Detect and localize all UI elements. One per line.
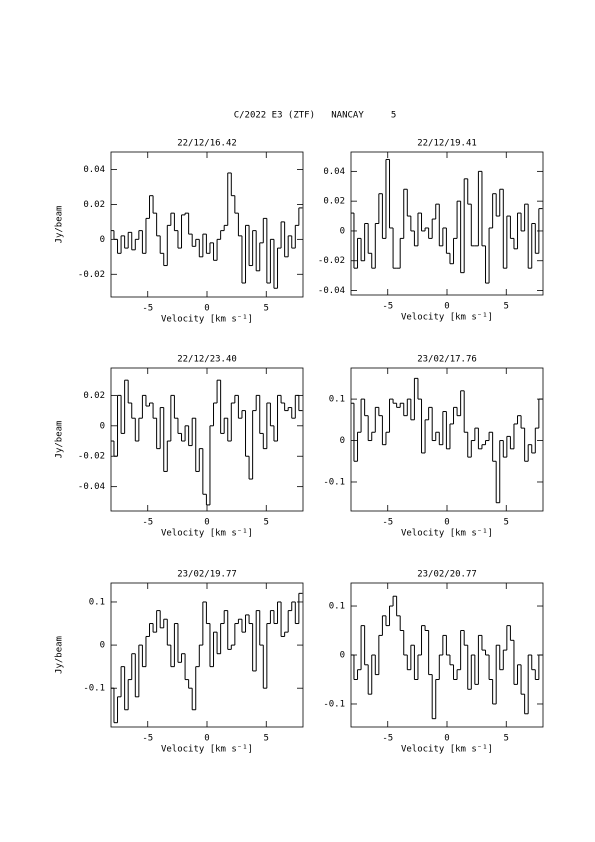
x-tick-label: 0 — [444, 518, 449, 528]
x-tick-label: -5 — [142, 734, 153, 744]
x-tick-label: 5 — [264, 304, 269, 314]
y-tick-label: 0.1 — [329, 395, 345, 405]
panel-title: 22/12/23.40 — [177, 355, 237, 365]
y-tick-label: 0 — [340, 651, 345, 661]
x-tick-label: 0 — [204, 518, 209, 528]
spectrum — [111, 592, 303, 724]
x-axis-label: Velocity [km s⁻¹] — [401, 529, 493, 539]
y-tick-label: -0.04 — [78, 482, 105, 492]
y-axis-label: Jy/beam — [55, 421, 65, 459]
panel: 23/02/19.77 Velocity [km s⁻¹] Jy/beam -5 0 5 -… — [55, 570, 304, 755]
x-tick-label: -5 — [382, 734, 393, 744]
spectrum — [111, 379, 303, 506]
x-tick-label: 5 — [504, 518, 509, 528]
x-axis-label: Velocity [km s⁻¹] — [161, 529, 253, 539]
x-tick-label: 5 — [264, 518, 269, 528]
x-axis-label: Velocity [km s⁻¹] — [401, 745, 493, 755]
y-tick-label: -0.02 — [318, 256, 345, 266]
y-tick-label: -0.1 — [83, 684, 105, 694]
plot-frame — [110, 582, 304, 728]
y-tick-label: 0.1 — [329, 602, 345, 612]
panel-title: 23/02/19.77 — [177, 570, 237, 580]
x-tick-label: -5 — [382, 302, 393, 312]
y-tick-label: 0.02 — [323, 197, 345, 207]
page-title: C/2022 E3 (ZTF) NANCAY 5 — [234, 111, 397, 121]
x-tick-label: 5 — [504, 734, 509, 744]
y-tick-label: 0 — [100, 235, 105, 245]
x-tick-label: 5 — [504, 302, 509, 312]
y-tick-label: 0 — [100, 641, 105, 651]
x-tick-label: 0 — [444, 302, 449, 312]
plot-frame — [110, 367, 304, 512]
x-axis-label: Velocity [km s⁻¹] — [161, 315, 253, 325]
y-axis-label: Jy/beam — [55, 636, 65, 674]
x-tick-label: -5 — [142, 304, 153, 314]
x-tick-label: -5 — [382, 518, 393, 528]
spectrum — [351, 158, 543, 284]
y-tick-label: 0 — [340, 226, 345, 236]
panel: 23/02/17.76 Velocity [km s⁻¹] -5 0 5 -0.1 0 0.1 — [323, 355, 544, 539]
y-tick-label: 0 — [100, 421, 105, 431]
x-axis-label: Velocity [km s⁻¹] — [401, 313, 493, 323]
plot-frame — [350, 151, 544, 296]
panel-title: 22/12/16.42 — [177, 139, 237, 149]
x-tick-label: 5 — [264, 734, 269, 744]
spectrum — [351, 595, 543, 720]
panel: 22/12/19.41 Velocity [km s⁻¹] -5 0 5 -0.04 -0.… — [318, 139, 544, 323]
panel: 23/02/20.77 Velocity [km s⁻¹] -5 0 5 -0.1 0 0.1 — [323, 570, 544, 755]
x-tick-label: 0 — [204, 304, 209, 314]
y-tick-label: 0.02 — [83, 391, 105, 401]
spectrum — [351, 377, 543, 504]
x-tick-label: 0 — [444, 734, 449, 744]
y-tick-label: -0.1 — [323, 699, 345, 709]
panel-title: 22/12/19.41 — [417, 139, 477, 149]
panel: 22/12/23.40 Velocity [km s⁻¹] Jy/beam -5 0 5 -… — [55, 355, 304, 539]
y-axis-label: Jy/beam — [55, 206, 65, 244]
plot-frame — [110, 151, 304, 298]
x-tick-label: 0 — [204, 734, 209, 744]
y-tick-label: 0.1 — [89, 597, 105, 607]
x-axis-label: Velocity [km s⁻¹] — [161, 745, 253, 755]
y-tick-label: 0 — [340, 436, 345, 446]
spectrum — [111, 172, 303, 289]
x-tick-label: -5 — [142, 518, 153, 528]
panel-title: 23/02/17.76 — [417, 355, 477, 365]
panel: 22/12/16.42 Velocity [km s⁻¹] Jy/beam -5 0 5 -… — [55, 139, 304, 325]
y-tick-label: -0.02 — [78, 270, 105, 280]
y-tick-label: 0.04 — [323, 167, 345, 177]
panel-title: 23/02/20.77 — [417, 570, 477, 580]
y-tick-label: -0.1 — [323, 477, 345, 487]
plot-frame — [350, 367, 544, 512]
y-tick-label: 0.04 — [83, 165, 105, 175]
y-tick-label: -0.02 — [78, 452, 105, 462]
y-tick-label: -0.04 — [318, 286, 345, 296]
y-tick-label: 0.02 — [83, 200, 105, 210]
